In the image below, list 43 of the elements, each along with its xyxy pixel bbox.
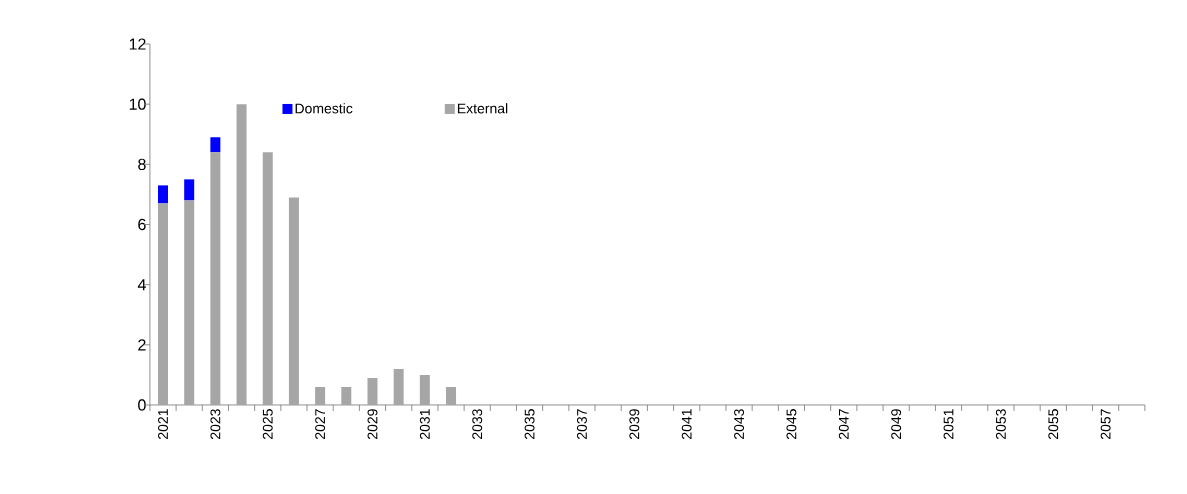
y-tick-label: 4	[137, 279, 146, 291]
y-tick-label: 8	[138, 158, 146, 170]
x-tick-label: 2033	[472, 409, 483, 439]
y-tick-label: 10	[129, 98, 146, 110]
y-tick-label: 6	[138, 218, 146, 231]
bar	[393, 368, 404, 405]
x-tick-label: 2051	[943, 409, 954, 439]
x-tick-label: 2039	[629, 409, 640, 439]
bar	[236, 104, 247, 405]
x-tick-label: 2055	[1048, 409, 1059, 439]
x-tick-label: 2043	[734, 409, 745, 439]
bar	[262, 152, 273, 405]
legend-label: Domestic	[295, 103, 353, 114]
bar	[210, 137, 221, 153]
bar	[184, 200, 195, 405]
x-tick-label: 2031	[419, 409, 430, 439]
x-tick-label: 2041	[681, 409, 692, 439]
x-tick-label: 2045	[786, 409, 797, 439]
x-tick-label: 2037	[576, 409, 587, 439]
x-tick-label: 2023	[210, 409, 221, 439]
bar	[210, 152, 221, 405]
bar	[158, 203, 169, 405]
bar	[315, 386, 326, 405]
x-tick-label: 2057	[1100, 409, 1111, 439]
bar	[341, 386, 352, 405]
x-tick-label: 2021	[158, 409, 168, 439]
bar	[158, 185, 169, 204]
x-tick-label: 2029	[367, 409, 378, 439]
bar	[184, 179, 195, 201]
y-tick-label: 12	[129, 38, 146, 50]
bar	[419, 374, 430, 405]
bar	[288, 197, 299, 405]
x-tick-label: 2035	[524, 409, 535, 439]
x-tick-label: 2047	[838, 409, 849, 439]
legend-label: External	[457, 103, 508, 114]
y-tick-label: 2	[138, 339, 146, 351]
x-tick-label: 2049	[891, 409, 902, 439]
x-tick-label: 2053	[995, 409, 1006, 439]
x-tick-label: 2027	[315, 409, 326, 439]
bar	[446, 386, 457, 405]
bar	[367, 377, 378, 405]
x-tick-label: 2025	[262, 409, 273, 439]
y-tick-label: 0	[138, 399, 146, 411]
